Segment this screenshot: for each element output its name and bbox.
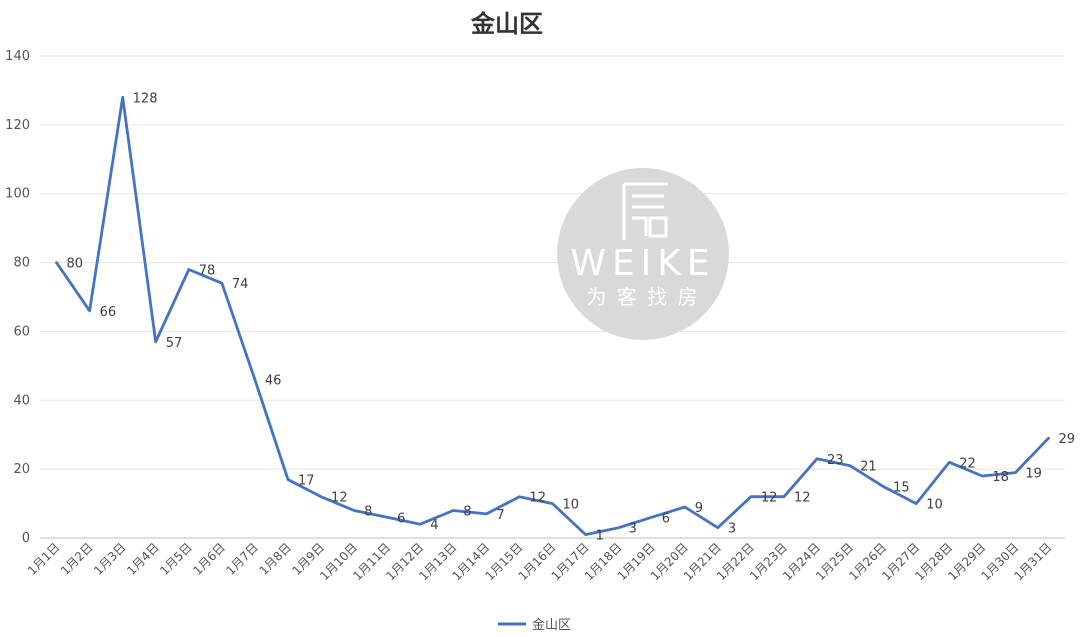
x-axis: 1月1日1月2日1月3日1月4日1月5日1月6日1月7日1月8日1月9日1月10… bbox=[25, 540, 1055, 583]
data-label: 29 bbox=[1058, 432, 1075, 447]
data-label: 4 bbox=[430, 518, 438, 533]
watermark-logo-icon bbox=[622, 182, 668, 240]
data-label: 8 bbox=[364, 504, 372, 519]
data-label: 18 bbox=[992, 470, 1009, 485]
watermark: WEIKE 为 客 找 房 bbox=[557, 168, 729, 340]
data-label: 3 bbox=[728, 522, 736, 537]
y-tick-label: 140 bbox=[5, 49, 30, 64]
data-label: 7 bbox=[496, 508, 504, 523]
x-tick-label: 1月2日 bbox=[58, 540, 96, 578]
y-tick-label: 80 bbox=[13, 256, 30, 271]
watermark-brand: WEIKE bbox=[570, 243, 715, 284]
series-line bbox=[55, 95, 1050, 536]
x-tick-label: 1月8日 bbox=[256, 540, 294, 578]
data-label: 57 bbox=[166, 336, 183, 351]
data-label: 22 bbox=[959, 456, 976, 471]
data-label: 6 bbox=[397, 511, 405, 526]
chart-title: 金山区 bbox=[470, 10, 543, 38]
x-tick-label: 1月3日 bbox=[91, 540, 129, 578]
watermark-circle bbox=[557, 168, 729, 340]
x-tick-label: 1月7日 bbox=[223, 540, 261, 578]
data-label: 46 bbox=[265, 374, 282, 389]
data-label: 9 bbox=[695, 501, 703, 516]
watermark-slogan: 为 客 找 房 bbox=[586, 285, 699, 309]
data-label: 66 bbox=[100, 305, 117, 320]
data-label: 12 bbox=[529, 491, 546, 506]
y-tick-label: 0 bbox=[22, 531, 30, 546]
data-label: 128 bbox=[133, 91, 158, 106]
data-label: 15 bbox=[893, 480, 910, 495]
y-tick-label: 20 bbox=[13, 462, 30, 477]
data-label: 1 bbox=[596, 529, 604, 544]
legend: 金山区 bbox=[498, 617, 571, 633]
x-tick-label: 1月6日 bbox=[190, 540, 228, 578]
data-label: 19 bbox=[1025, 467, 1042, 482]
y-axis: 0 20 40 60 80 100 120 140 bbox=[5, 49, 30, 546]
y-tick-label: 60 bbox=[13, 324, 30, 339]
y-tick-label: 40 bbox=[13, 393, 30, 408]
x-tick-label: 1月4日 bbox=[124, 540, 162, 578]
data-label: 6 bbox=[662, 511, 670, 526]
data-label: 78 bbox=[199, 263, 216, 278]
series-layer bbox=[55, 95, 1050, 536]
y-tick-label: 120 bbox=[5, 118, 30, 133]
x-tick-label: 1月1日 bbox=[25, 540, 63, 578]
data-label: 12 bbox=[794, 491, 811, 506]
y-tick-label: 100 bbox=[5, 187, 30, 202]
grid-lines bbox=[40, 55, 1065, 539]
data-label: 3 bbox=[629, 522, 637, 537]
data-label: 21 bbox=[860, 460, 877, 475]
data-label: 80 bbox=[67, 257, 84, 272]
data-label: 8 bbox=[463, 504, 471, 519]
data-label: 17 bbox=[298, 473, 315, 488]
data-label: 74 bbox=[232, 277, 249, 292]
data-label: 12 bbox=[331, 491, 348, 506]
data-label: 12 bbox=[761, 491, 778, 506]
x-tick-label: 1月5日 bbox=[157, 540, 195, 578]
data-label: 10 bbox=[563, 498, 580, 513]
data-label: 23 bbox=[827, 453, 844, 468]
data-label: 10 bbox=[926, 498, 943, 513]
legend-label: 金山区 bbox=[532, 617, 571, 633]
